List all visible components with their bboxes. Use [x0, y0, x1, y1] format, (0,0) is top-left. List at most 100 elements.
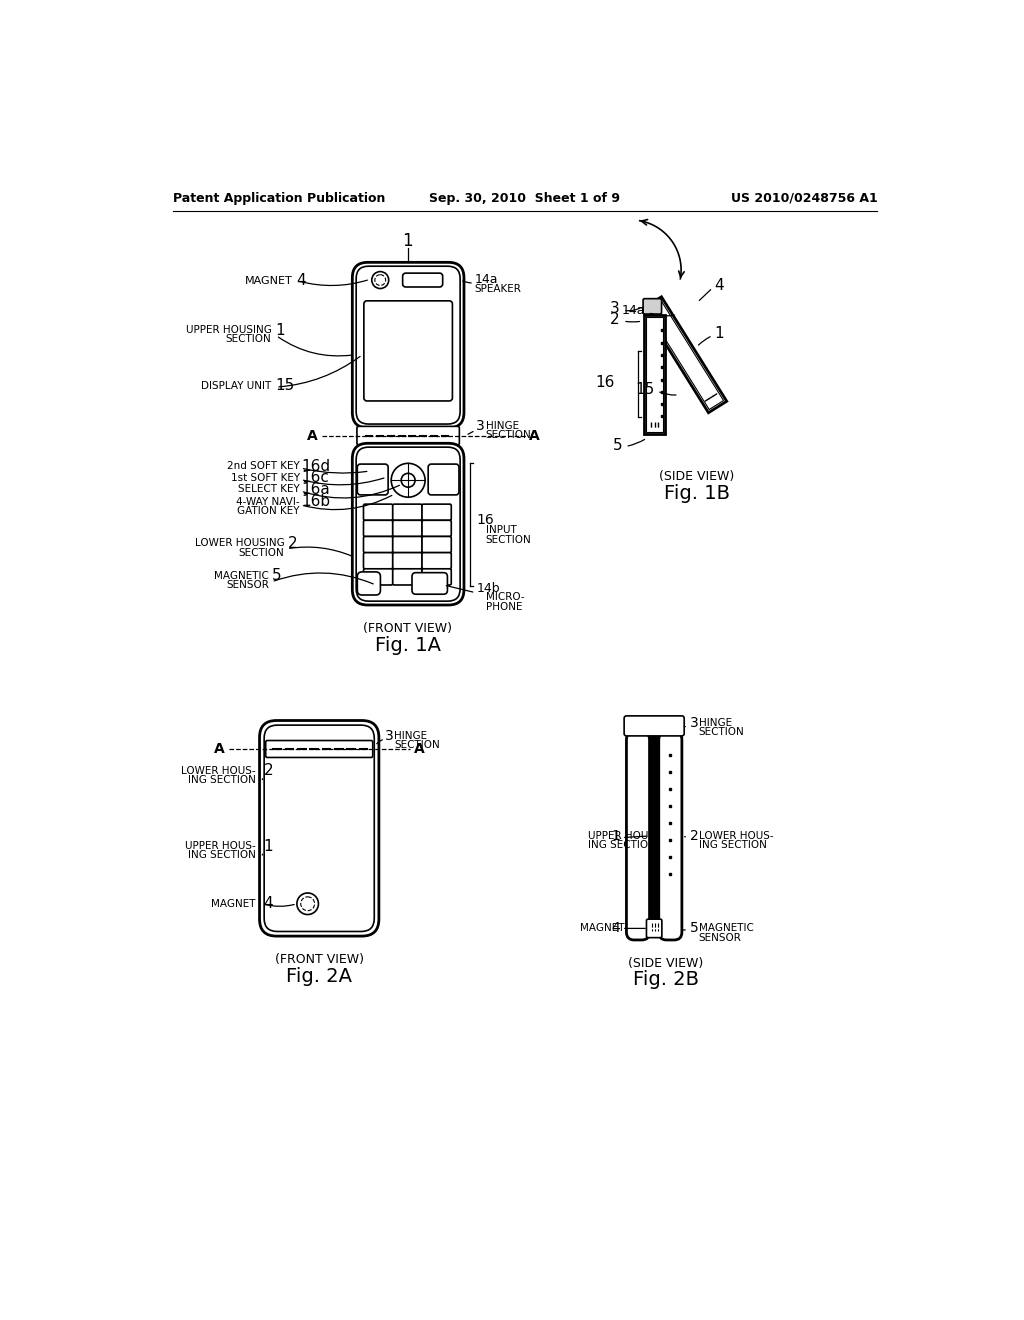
Text: 1: 1 [714, 326, 724, 341]
FancyBboxPatch shape [393, 520, 422, 536]
Text: SPEAKER: SPEAKER [475, 284, 521, 294]
Text: 15: 15 [275, 378, 295, 393]
Text: A: A [214, 742, 225, 756]
Text: Fig. 2B: Fig. 2B [633, 970, 698, 990]
FancyBboxPatch shape [393, 536, 422, 553]
Text: Sep. 30, 2010  Sheet 1 of 9: Sep. 30, 2010 Sheet 1 of 9 [429, 191, 621, 205]
FancyBboxPatch shape [352, 263, 464, 428]
Text: 5: 5 [689, 921, 698, 936]
Text: MAGNETIC: MAGNETIC [214, 570, 269, 581]
Text: 16b: 16b [301, 494, 331, 510]
FancyBboxPatch shape [643, 298, 662, 314]
Polygon shape [646, 300, 724, 409]
Text: 1: 1 [402, 232, 413, 249]
Text: 1st SOFT KEY: 1st SOFT KEY [230, 473, 300, 483]
Text: ING SECTION: ING SECTION [187, 850, 256, 861]
FancyBboxPatch shape [352, 444, 464, 605]
FancyBboxPatch shape [357, 426, 460, 445]
FancyBboxPatch shape [364, 536, 393, 553]
Text: 4-WAY NAVI-: 4-WAY NAVI- [237, 496, 300, 507]
FancyBboxPatch shape [364, 504, 393, 520]
Text: MICRO-: MICRO- [485, 593, 524, 602]
FancyBboxPatch shape [393, 553, 422, 569]
Text: A: A [414, 742, 424, 756]
Text: SENSOR: SENSOR [698, 933, 741, 942]
Text: 3: 3 [476, 418, 485, 433]
FancyBboxPatch shape [364, 301, 453, 401]
Text: 2: 2 [263, 763, 273, 777]
Text: (SIDE VIEW): (SIDE VIEW) [658, 470, 734, 483]
FancyBboxPatch shape [627, 733, 649, 940]
Text: UPPER HOUS-: UPPER HOUS- [588, 832, 658, 841]
Text: 4: 4 [611, 921, 621, 936]
Text: LOWER HOUSING: LOWER HOUSING [195, 539, 285, 548]
Text: 2: 2 [610, 312, 620, 327]
Text: 3: 3 [610, 301, 620, 317]
Text: SECTION: SECTION [485, 430, 531, 440]
Text: 5: 5 [272, 568, 282, 583]
FancyBboxPatch shape [357, 465, 388, 495]
Text: A: A [307, 429, 317, 442]
Text: 16: 16 [476, 513, 494, 527]
Polygon shape [644, 315, 666, 434]
Text: GATION KEY: GATION KEY [238, 506, 300, 516]
FancyBboxPatch shape [356, 447, 460, 601]
Text: 1: 1 [263, 838, 273, 854]
Text: A: A [529, 429, 541, 442]
Text: 4: 4 [296, 273, 306, 288]
Text: SECTION: SECTION [394, 741, 440, 750]
Text: Fig. 1A: Fig. 1A [375, 635, 440, 655]
FancyBboxPatch shape [356, 267, 460, 424]
Text: PHONE: PHONE [485, 602, 522, 611]
Text: (FRONT VIEW): (FRONT VIEW) [364, 622, 453, 635]
Text: 2: 2 [288, 536, 297, 550]
Text: 1: 1 [611, 829, 621, 843]
Text: Fig. 2A: Fig. 2A [287, 966, 352, 986]
FancyBboxPatch shape [658, 733, 682, 940]
Text: Patent Application Publication: Patent Application Publication [173, 191, 385, 205]
Text: INPUT: INPUT [485, 525, 516, 536]
Text: UPPER HOUS-: UPPER HOUS- [185, 841, 256, 851]
Text: ING SECTION: ING SECTION [187, 775, 256, 785]
Text: 3: 3 [689, 715, 698, 730]
Text: MAGNET: MAGNET [211, 899, 256, 908]
Text: SENSOR: SENSOR [226, 579, 269, 590]
Text: 16a: 16a [301, 482, 331, 498]
FancyBboxPatch shape [259, 721, 379, 936]
Text: 14b: 14b [476, 582, 500, 594]
FancyBboxPatch shape [364, 569, 393, 585]
Text: 14a: 14a [475, 273, 499, 286]
Text: 5: 5 [612, 438, 623, 453]
FancyBboxPatch shape [364, 520, 393, 536]
Polygon shape [643, 297, 727, 413]
Text: SECTION: SECTION [485, 535, 531, 545]
Text: SECTION: SECTION [239, 548, 285, 557]
Text: 15: 15 [635, 381, 654, 397]
Text: US 2010/0248756 A1: US 2010/0248756 A1 [731, 191, 878, 205]
FancyBboxPatch shape [393, 569, 422, 585]
Polygon shape [646, 317, 664, 432]
FancyBboxPatch shape [422, 536, 452, 553]
Text: ING SECTION: ING SECTION [698, 841, 767, 850]
Text: 16d: 16d [301, 459, 331, 474]
Text: HINGE: HINGE [394, 731, 427, 741]
Text: 4: 4 [263, 896, 273, 911]
Text: LOWER HOUS-: LOWER HOUS- [181, 766, 256, 776]
Text: MAGNETIC: MAGNETIC [698, 924, 754, 933]
Text: SECTION: SECTION [225, 334, 271, 345]
Text: 4: 4 [714, 279, 724, 293]
Bar [649, 734, 658, 939]
FancyBboxPatch shape [422, 553, 452, 569]
Text: Fig. 1B: Fig. 1B [664, 484, 729, 503]
Text: UPPER HOUSING: UPPER HOUSING [185, 325, 271, 335]
Text: SECTION: SECTION [698, 727, 744, 737]
Text: 16: 16 [595, 375, 614, 389]
Text: 16c: 16c [301, 470, 330, 486]
Text: HINGE: HINGE [698, 718, 732, 727]
FancyBboxPatch shape [422, 504, 452, 520]
Text: LOWER HOUS-: LOWER HOUS- [698, 832, 773, 841]
FancyBboxPatch shape [646, 919, 662, 937]
FancyBboxPatch shape [265, 741, 373, 758]
FancyBboxPatch shape [422, 520, 452, 536]
Text: 14a: 14a [622, 304, 645, 317]
